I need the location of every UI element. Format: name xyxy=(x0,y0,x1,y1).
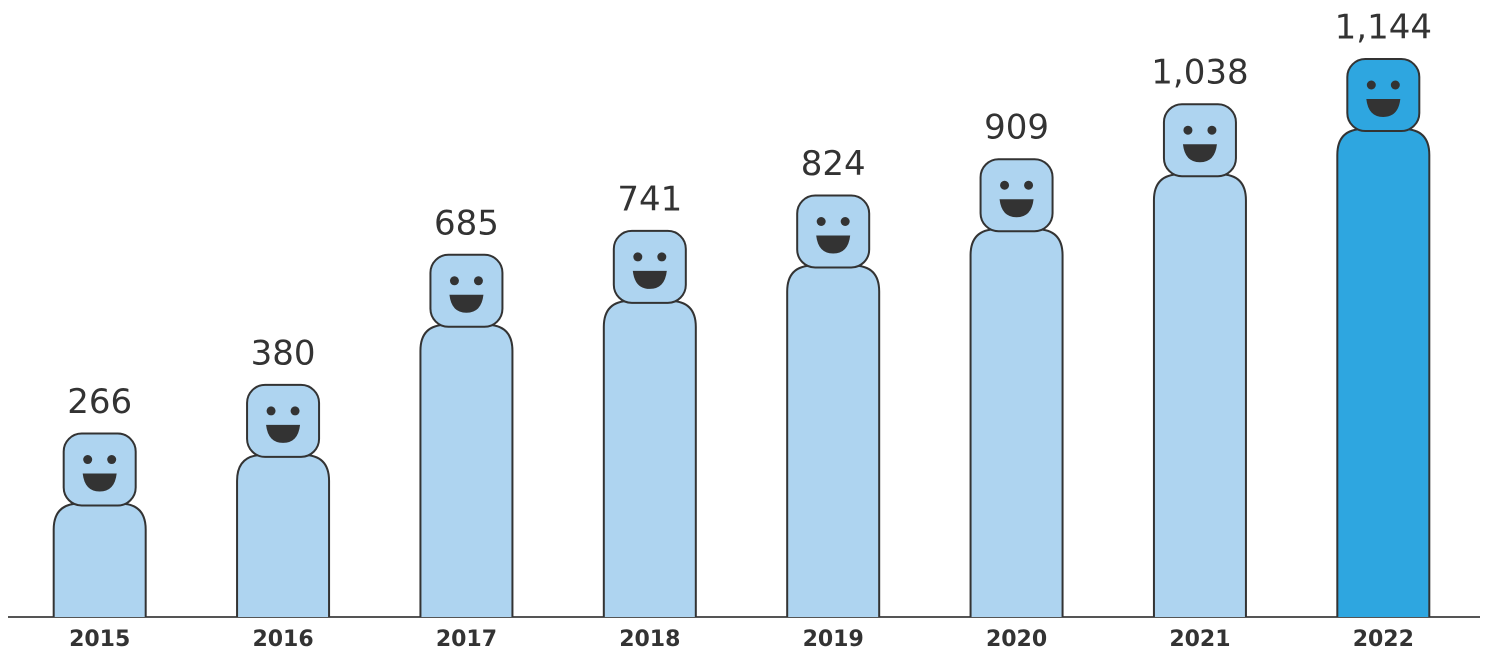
smile xyxy=(1366,99,1401,117)
value-label: 380 xyxy=(251,333,316,373)
eye xyxy=(1183,125,1193,135)
smile xyxy=(449,294,484,313)
smile xyxy=(816,235,851,254)
value-label: 824 xyxy=(801,144,866,184)
value-label: 1,038 xyxy=(1151,53,1248,93)
eye xyxy=(83,455,93,465)
eye xyxy=(107,455,117,465)
eye xyxy=(840,217,850,227)
value-label: 909 xyxy=(984,108,1049,148)
x-tick-label: 2016 xyxy=(252,627,313,652)
bar xyxy=(1152,173,1247,617)
smile xyxy=(632,270,667,289)
bar xyxy=(969,228,1064,617)
value-label: 741 xyxy=(617,179,682,219)
head xyxy=(1346,58,1421,132)
head xyxy=(979,158,1054,233)
eye xyxy=(1207,125,1217,135)
bar xyxy=(52,502,147,617)
eye xyxy=(266,406,276,416)
eye xyxy=(657,252,667,262)
value-label: 266 xyxy=(67,382,132,422)
eye xyxy=(1024,180,1034,190)
value-label: 685 xyxy=(434,203,499,243)
bar xyxy=(786,264,881,617)
eye xyxy=(449,276,459,286)
x-tick-label: 2019 xyxy=(803,627,864,652)
smile xyxy=(999,199,1034,218)
value-label: 1,144 xyxy=(1335,8,1432,48)
bar xyxy=(419,323,514,617)
bar xyxy=(1336,128,1431,617)
eye xyxy=(1366,80,1376,90)
x-tick-label: 2020 xyxy=(986,627,1047,652)
eye xyxy=(1390,80,1400,90)
smile xyxy=(1182,144,1217,163)
eye xyxy=(473,276,483,286)
smile xyxy=(82,473,117,492)
head xyxy=(612,229,687,304)
x-tick-label: 2017 xyxy=(436,627,497,652)
head xyxy=(246,383,321,458)
head xyxy=(1162,103,1237,178)
eye xyxy=(1000,180,1010,190)
head xyxy=(429,253,504,328)
bar xyxy=(602,299,697,617)
smile xyxy=(266,424,301,443)
head xyxy=(62,432,137,507)
x-tick-label: 2022 xyxy=(1353,627,1414,652)
bar xyxy=(236,453,331,617)
eye xyxy=(633,252,643,262)
eye xyxy=(816,217,826,227)
x-tick-label: 2021 xyxy=(1169,627,1230,652)
x-tick-label: 2015 xyxy=(69,627,130,652)
x-tick-label: 2018 xyxy=(619,627,680,652)
eye xyxy=(290,406,300,416)
head xyxy=(796,194,871,269)
